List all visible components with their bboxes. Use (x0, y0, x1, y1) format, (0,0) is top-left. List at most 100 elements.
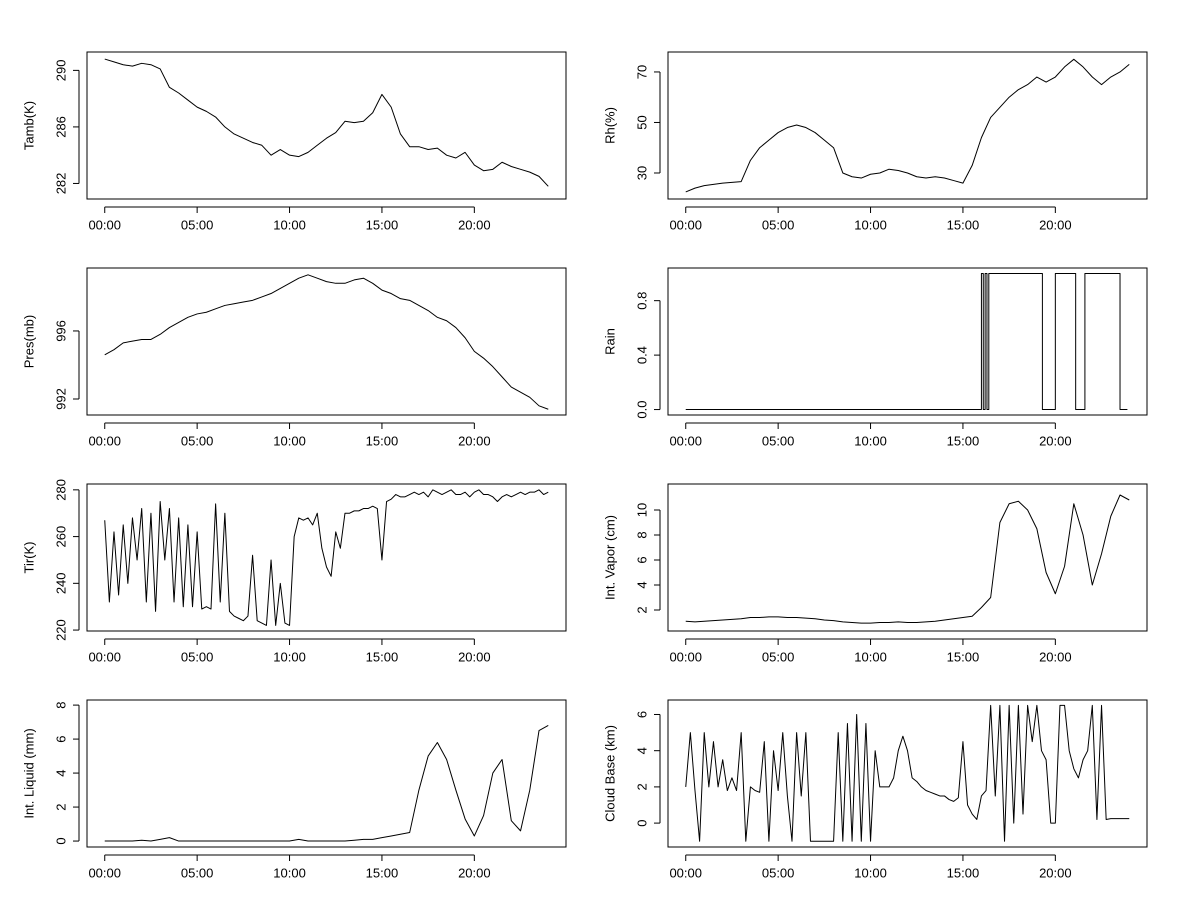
x-tick-label: 00:00 (669, 865, 702, 880)
x-tick-label: 10:00 (273, 649, 306, 664)
x-tick-label: 10:00 (854, 865, 887, 880)
data-line (685, 272, 1128, 411)
x-tick-label: 10:00 (854, 649, 887, 664)
y-tick-label: 260 (53, 526, 68, 548)
x-tick-label: 20:00 (458, 649, 491, 664)
y-tick-label: 30 (634, 166, 649, 180)
x-tick-label: 15:00 (947, 865, 980, 880)
y-tick-label: 0.8 (634, 292, 649, 310)
panel: 00:00 05:00 10:00 15:00 20:00 30 50 70 Rh(%) (602, 51, 1148, 232)
data-line (104, 489, 549, 626)
x-tick-label: 20:00 (1039, 649, 1072, 664)
y-axis-label: Rh(%) (602, 107, 617, 144)
y-axis-label: Rain (602, 328, 617, 355)
y-axis-label: Int. Liquid (mm) (21, 728, 36, 818)
y-tick-label: 280 (53, 479, 68, 501)
y-tick-label: 4 (53, 769, 68, 776)
plot-frame (86, 51, 567, 200)
data-line (104, 725, 549, 842)
x-tick-label: 00:00 (669, 649, 702, 664)
x-tick-label: 15:00 (366, 217, 399, 232)
y-tick-label: 0 (53, 837, 68, 844)
x-tick-label: 05:00 (181, 865, 214, 880)
x-tick-label: 05:00 (762, 649, 795, 664)
plot-frame (86, 483, 567, 632)
x-tick-label: 05:00 (181, 649, 214, 664)
x-tick-label: 00:00 (88, 865, 121, 880)
data-line (685, 704, 1130, 842)
panel: 00:00 05:00 10:00 15:00 20:00 0 2 4 6 Cloud Base … (602, 699, 1148, 880)
y-tick-label: 282 (53, 173, 68, 195)
y-tick-label: 8 (634, 531, 649, 538)
x-tick-label: 05:00 (762, 865, 795, 880)
x-tick-label: 05:00 (762, 217, 795, 232)
x-tick-label: 15:00 (947, 433, 980, 448)
panel: 00:00 05:00 10:00 15:00 20:00 282 286 290 Tamb(K… (21, 51, 567, 232)
y-tick-label: 220 (53, 619, 68, 641)
data-line (685, 58, 1130, 193)
plot-frame (86, 699, 567, 848)
x-tick-label: 05:00 (762, 433, 795, 448)
panel: 00:00 05:00 10:00 15:00 20:00 0 2 4 6 8 Int. Liqui… (21, 699, 567, 880)
plot-frame (86, 267, 567, 416)
y-tick-label: 240 (53, 572, 68, 594)
y-axis-label: Tir(K) (21, 541, 36, 573)
y-tick-label: 4 (634, 747, 649, 754)
y-axis-label: Cloud Base (km) (602, 725, 617, 822)
x-tick-label: 10:00 (854, 217, 887, 232)
x-tick-label: 20:00 (458, 217, 491, 232)
x-tick-label: 20:00 (458, 865, 491, 880)
x-tick-label: 20:00 (1039, 217, 1072, 232)
y-axis-label: Tamb(K) (21, 101, 36, 150)
y-tick-label: 2 (53, 803, 68, 810)
y-tick-label: 992 (53, 388, 68, 410)
x-tick-label: 05:00 (181, 433, 214, 448)
data-line (104, 274, 549, 410)
x-tick-label: 10:00 (273, 865, 306, 880)
y-tick-label: 50 (634, 115, 649, 129)
x-tick-label: 15:00 (947, 217, 980, 232)
data-line (685, 494, 1130, 624)
panel: 00:00 05:00 10:00 15:00 20:00 2 4 6 8 10 Int. Vapo… (602, 483, 1148, 664)
x-tick-label: 00:00 (88, 433, 121, 448)
y-tick-label: 6 (53, 735, 68, 742)
y-axis-label: Int. Vapor (cm) (602, 515, 617, 600)
x-tick-label: 20:00 (458, 433, 491, 448)
x-tick-label: 10:00 (854, 433, 887, 448)
x-tick-label: 00:00 (88, 649, 121, 664)
x-tick-label: 15:00 (947, 649, 980, 664)
y-tick-label: 4 (634, 581, 649, 588)
y-tick-label: 290 (53, 60, 68, 82)
x-tick-label: 00:00 (88, 217, 121, 232)
plot-frame (667, 51, 1148, 200)
x-tick-label: 20:00 (1039, 865, 1072, 880)
x-tick-label: 20:00 (1039, 433, 1072, 448)
y-tick-label: 10 (634, 503, 649, 517)
y-tick-label: 2 (634, 606, 649, 613)
y-tick-label: 0.0 (634, 401, 649, 419)
x-tick-label: 10:00 (273, 217, 306, 232)
y-tick-label: 0.4 (634, 346, 649, 364)
y-tick-label: 70 (634, 65, 649, 79)
x-tick-label: 15:00 (366, 433, 399, 448)
x-tick-label: 15:00 (366, 865, 399, 880)
x-tick-label: 05:00 (181, 217, 214, 232)
y-tick-label: 0 (634, 819, 649, 826)
y-tick-label: 6 (634, 711, 649, 718)
x-tick-label: 00:00 (669, 433, 702, 448)
y-tick-label: 286 (53, 116, 68, 138)
y-tick-label: 8 (53, 701, 68, 708)
x-tick-label: 10:00 (273, 433, 306, 448)
x-tick-label: 00:00 (669, 217, 702, 232)
plot-frame (667, 267, 1148, 416)
panel: 00:00 05:00 10:00 15:00 20:00 220 240 260 280 Tir… (21, 479, 567, 664)
plot-frame (667, 483, 1148, 632)
y-tick-label: 996 (53, 320, 68, 342)
y-tick-label: 6 (634, 556, 649, 563)
panel: 00:00 05:00 10:00 15:00 20:00 992 996 Pres(mb) (21, 267, 567, 448)
data-line (104, 58, 549, 187)
plot-frame (667, 699, 1148, 848)
panel: 00:00 05:00 10:00 15:00 20:00 0.0 0.4 0.8 Rain (602, 267, 1148, 448)
x-tick-label: 15:00 (366, 649, 399, 664)
y-axis-label: Pres(mb) (21, 315, 36, 368)
